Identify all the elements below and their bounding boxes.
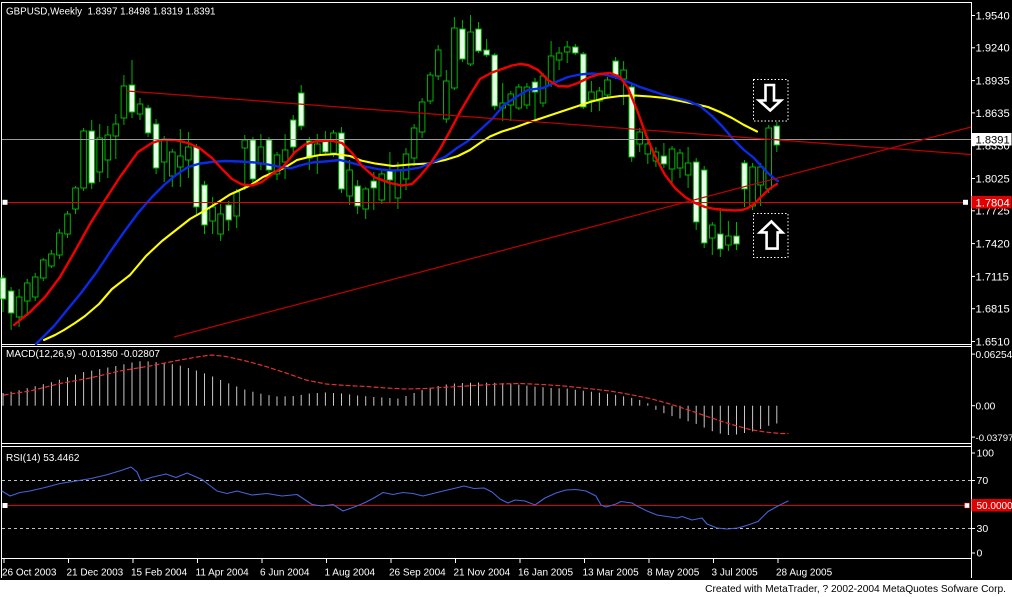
svg-text:1 Aug 2004: 1 Aug 2004 [325,568,376,579]
svg-text:-0.03797: -0.03797 [976,433,1012,444]
svg-text:21 Nov 2004: 21 Nov 2004 [454,568,511,579]
svg-text:70: 70 [977,475,989,487]
svg-text:0: 0 [977,548,983,560]
svg-text:16 Jan 2005: 16 Jan 2005 [518,568,573,579]
svg-text:1.8391: 1.8391 [976,134,1010,146]
svg-text:1.6510: 1.6510 [976,336,1010,348]
svg-text:GBPUSD,Weekly 1.8397 1.8498 1: GBPUSD,Weekly 1.8397 1.8498 1.8319 1.839… [6,7,216,18]
svg-text:100: 100 [977,448,995,460]
svg-text:8 May 2005: 8 May 2005 [647,568,700,579]
svg-text:1.8025: 1.8025 [976,173,1010,185]
svg-text:21 Dec 2003: 21 Dec 2003 [67,568,124,579]
svg-text:1.7420: 1.7420 [976,238,1010,250]
svg-text:1.7804: 1.7804 [976,197,1010,209]
svg-text:1.6815: 1.6815 [976,304,1010,316]
svg-text:0.00: 0.00 [976,401,996,412]
svg-text:26 Sep 2004: 26 Sep 2004 [389,568,446,579]
svg-text:1.8635: 1.8635 [976,108,1010,120]
svg-text:3 Jul 2005: 3 Jul 2005 [712,568,759,579]
svg-text:MACD(12,26,9) -0.01350 -0.0280: MACD(12,26,9) -0.01350 -0.02807 [6,349,160,360]
svg-text:1.7115: 1.7115 [976,271,1009,283]
svg-text:1.8935: 1.8935 [976,75,1010,87]
svg-text:6 Jun 2004: 6 Jun 2004 [260,568,310,579]
svg-text:1.9540: 1.9540 [976,10,1010,22]
svg-text:26 Oct 2003: 26 Oct 2003 [2,568,57,579]
svg-text:0.06254: 0.06254 [976,350,1012,361]
svg-text:30: 30 [977,523,989,535]
svg-text:11 Apr 2004: 11 Apr 2004 [196,568,250,579]
svg-text:RSI(14) 53.4462: RSI(14) 53.4462 [6,453,80,464]
svg-text:50.0000: 50.0000 [977,501,1012,512]
svg-text:Created with MetaTrader, ? 200: Created with MetaTrader, ? 2002-2004 Met… [705,584,1006,595]
svg-text:1.9240: 1.9240 [976,43,1010,55]
svg-text:13 Mar 2005: 13 Mar 2005 [583,568,640,579]
svg-text:1.7725: 1.7725 [976,206,1010,218]
svg-text:15 Feb 2004: 15 Feb 2004 [131,568,188,579]
svg-text:28 Aug 2005: 28 Aug 2005 [776,568,833,579]
